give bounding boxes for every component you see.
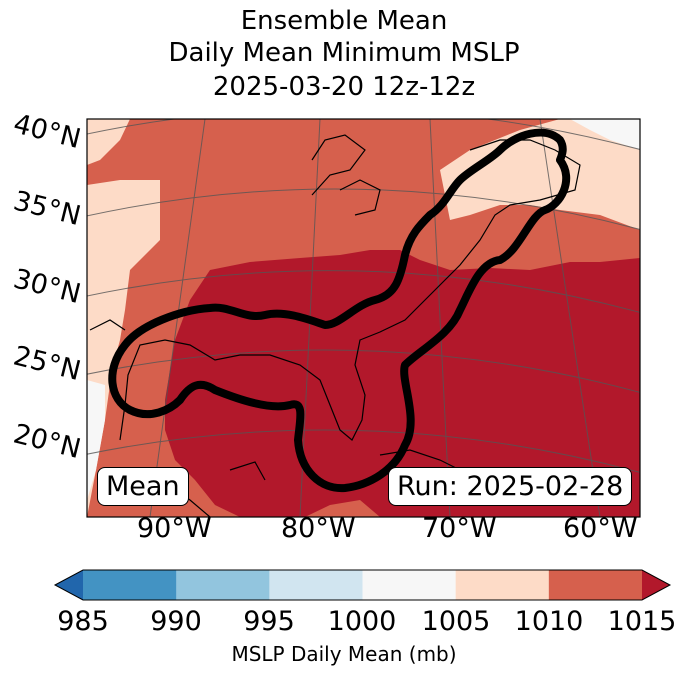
lat-line-25: [87, 349, 640, 393]
field-1000-1005-ne: [570, 119, 640, 150]
lat-line-20: [87, 429, 640, 473]
colorbar-tick-1005: 1005: [421, 606, 491, 637]
lon-label-60: 60°W: [563, 513, 638, 544]
lon-label-90: 90°W: [137, 513, 212, 544]
colorbar-segment: [548, 570, 643, 600]
great-lakes: [311, 134, 366, 196]
colorbar-segments: [53, 569, 672, 601]
colorbar-segment: [269, 570, 363, 600]
mean-label: Mean: [97, 467, 189, 506]
texas-coast: [89, 319, 126, 331]
field-1005-1010-east: [440, 119, 640, 230]
lon-line-60: [539, 119, 601, 517]
colorbar-extend-low: [55, 570, 83, 600]
lat-line-40: [87, 119, 640, 151]
colorbar-segment: [176, 570, 270, 600]
title-line-1: Ensemble Mean: [240, 6, 448, 36]
colorbar-tick-1010: 1010: [514, 606, 584, 637]
field-1000-1005-west: [87, 380, 105, 500]
lon-line-70: [429, 119, 451, 517]
colorbar-tick-995: 995: [243, 606, 295, 637]
lon-label-70: 70°W: [422, 513, 497, 544]
yucatan: [229, 461, 266, 481]
colorbar-tick-990: 990: [150, 606, 202, 637]
colorbar-segment: [83, 570, 177, 600]
title-line-2: Daily Mean Minimum MSLP: [168, 38, 520, 68]
field-1005-1010-west: [87, 180, 160, 517]
lat-line-30: [87, 270, 640, 313]
colorbar-tick-985: 985: [57, 606, 109, 637]
title-line-3: 2025-03-20 12z-12z: [212, 72, 476, 102]
run-date-label: Run: 2025-02-28: [388, 467, 633, 506]
lake-erie: [339, 179, 381, 216]
colorbar-segment: [455, 570, 550, 600]
colorbar-segment: [362, 570, 457, 600]
map-frame: [86, 118, 641, 518]
colorbar-extend-high: [642, 570, 670, 600]
lat-line-35: [87, 188, 640, 231]
colorbar-label: MSLP Daily Mean (mb): [231, 642, 457, 666]
colorbar-tick-1000: 1000: [327, 606, 397, 637]
colorbar-outline: [53, 569, 672, 601]
lon-label-80: 80°W: [281, 513, 356, 544]
colorbar-tick-1015: 1015: [607, 606, 677, 637]
field-1005-1010-north: [87, 119, 130, 165]
mslp-contour: [108, 128, 571, 493]
